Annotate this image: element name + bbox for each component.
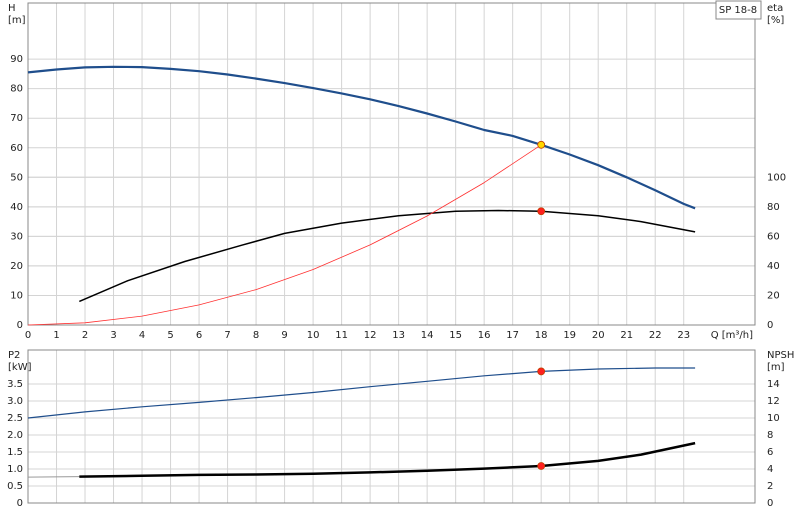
x-tick-label: 3 xyxy=(110,330,116,341)
y-tick-label: 2.5 xyxy=(7,413,23,424)
x-tick-label: 18 xyxy=(535,330,548,341)
x-tick-label: 5 xyxy=(167,330,173,341)
x-tick-label: 20 xyxy=(592,330,605,341)
x-tick-label: 16 xyxy=(478,330,491,341)
y2-axis-unit: [m] xyxy=(767,362,785,373)
x-tick-label: 8 xyxy=(253,330,259,341)
y2-tick-label: 100 xyxy=(767,172,786,183)
x-tick-label: 19 xyxy=(563,330,576,341)
operating-point xyxy=(537,207,546,216)
x-tick-label: 1 xyxy=(53,330,59,341)
y2-tick-label: 10 xyxy=(767,413,780,424)
y-tick-label: 80 xyxy=(10,84,23,95)
y-tick-label: 2.0 xyxy=(7,430,23,441)
curve xyxy=(79,441,696,478)
y-tick-label: 90 xyxy=(10,54,23,65)
x-tick-label: 23 xyxy=(677,330,690,341)
curve xyxy=(27,65,696,210)
y-tick-label: 0.5 xyxy=(7,481,23,492)
y-tick-label: 0 xyxy=(17,320,23,331)
operating-point xyxy=(537,140,546,149)
x-tick-label: 13 xyxy=(392,330,405,341)
y-tick-label: 1.0 xyxy=(7,464,23,475)
x-tick-label: 2 xyxy=(82,330,88,341)
y-tick-label: 3.5 xyxy=(7,379,23,390)
plot-area xyxy=(27,349,756,504)
y-tick-label: 3.0 xyxy=(7,396,23,407)
y-tick-label: 30 xyxy=(10,231,23,242)
y-tick-label: 20 xyxy=(10,261,23,272)
x-tick-label: 21 xyxy=(620,330,633,341)
x-tick-label: 9 xyxy=(281,330,287,341)
y-tick-label: 70 xyxy=(10,113,23,124)
x-tick-label: 6 xyxy=(196,330,202,341)
y-axis-unit: [kW] xyxy=(8,362,32,373)
y2-tick-label: 20 xyxy=(767,290,780,301)
y2-tick-label: 60 xyxy=(767,231,780,242)
x-tick-label: 14 xyxy=(421,330,434,341)
x-tick-label: 22 xyxy=(649,330,662,341)
y2-axis-title: eta xyxy=(767,3,783,14)
plot-border xyxy=(27,2,756,326)
curve xyxy=(27,367,696,419)
y2-tick-label: 8 xyxy=(767,430,773,441)
y2-axis-unit: [%] xyxy=(767,15,784,26)
y-tick-label: 0 xyxy=(17,498,23,509)
plot-border xyxy=(27,349,756,504)
y-tick-label: 40 xyxy=(10,202,23,213)
x-tick-label: 17 xyxy=(506,330,519,341)
y2-tick-label: 0 xyxy=(767,320,773,331)
y-tick-label: 50 xyxy=(10,172,23,183)
annotation-box xyxy=(715,0,762,20)
curve xyxy=(27,476,80,478)
y-tick-label: 1.5 xyxy=(7,447,23,458)
y2-tick-label: 4 xyxy=(767,464,773,475)
x-tick-label: 12 xyxy=(364,330,377,341)
x-tick-label: 11 xyxy=(335,330,348,341)
x-tick-label: 10 xyxy=(307,330,320,341)
y2-tick-label: 40 xyxy=(767,261,780,272)
y2-tick-label: 0 xyxy=(767,498,773,509)
curve xyxy=(79,209,696,303)
operating-point xyxy=(537,462,546,470)
y-tick-label: 10 xyxy=(10,290,23,301)
y2-tick-label: 14 xyxy=(767,379,780,390)
x-tick-label: 7 xyxy=(224,330,230,341)
y-tick-label: 60 xyxy=(10,143,23,154)
x-tick-label: 15 xyxy=(449,330,462,341)
x-axis-title: Q [m³/h] xyxy=(711,330,753,341)
y-axis-title: P2 xyxy=(8,350,20,361)
y-axis-title: H xyxy=(8,3,16,14)
x-tick-label: 0 xyxy=(25,330,31,341)
y2-tick-label: 2 xyxy=(767,481,773,492)
curve xyxy=(27,144,542,326)
y2-tick-label: 12 xyxy=(767,396,780,407)
y2-tick-label: 6 xyxy=(767,447,773,458)
y-axis-unit: [m] xyxy=(8,15,26,26)
x-tick-label: 4 xyxy=(139,330,145,341)
operating-point xyxy=(537,367,546,376)
y2-tick-label: 80 xyxy=(767,202,780,213)
annotation: SP 18-8 xyxy=(719,5,757,16)
plot-area xyxy=(27,2,756,326)
y2-axis-title: NPSH xyxy=(767,350,794,361)
